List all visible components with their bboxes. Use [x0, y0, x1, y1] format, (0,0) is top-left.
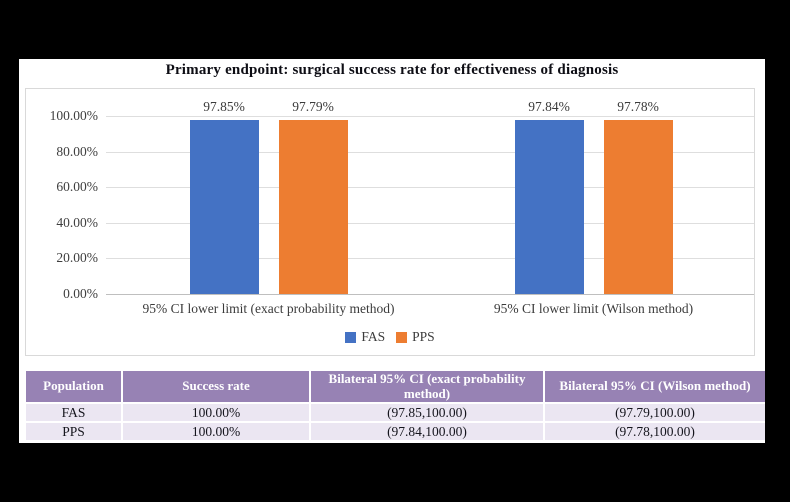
table-cell: PPS	[26, 423, 121, 441]
table-header-cell: Bilateral 95% CI (Wilson method)	[545, 371, 765, 403]
table-cell: (97.78,100.00)	[545, 423, 765, 441]
gridline	[106, 116, 754, 117]
chart-title: Primary endpoint: surgical success rate …	[165, 62, 619, 78]
y-axis-tick-label: 20.00%	[56, 250, 98, 266]
gridline	[106, 258, 754, 260]
results-table: Population Success rate Bilateral 95% CI (…	[26, 371, 765, 441]
bar-data-label: 97.79%	[292, 98, 334, 114]
table-cell: (97.79,100.00)	[545, 404, 765, 422]
table-cell: FAS	[26, 404, 121, 422]
y-axis-tick-label: 0.00%	[63, 286, 98, 301]
bar-chart: 100.00% 80.00% 60.00% 40.00% 20.00% 0.00% 97.8…	[25, 88, 755, 356]
x-axis-line	[106, 294, 754, 295]
table-cell: (97.85,100.00)	[311, 404, 543, 422]
gridline	[106, 187, 754, 189]
fas-legend-swatch	[345, 331, 357, 343]
table-cell: 100.00%	[123, 404, 309, 422]
bar-pps-1	[603, 119, 673, 294]
legend-label: PPS	[412, 329, 435, 344]
category-label: 95% CI lower limit (Wilson method)	[493, 301, 694, 316]
y-axis-tick-label: 40.00%	[56, 214, 98, 230]
table-header-cell: Success rate	[123, 371, 309, 403]
y-axis-tick-label: 60.00%	[56, 179, 98, 195]
bar-fas-1	[514, 119, 584, 294]
gridline	[106, 222, 754, 224]
bar-pps-0	[278, 119, 348, 294]
bar-data-label: 97.85%	[203, 98, 245, 114]
bar-fas-0	[189, 119, 259, 294]
y-axis-tick-label: 100.00%	[49, 108, 98, 123]
bar-data-label: 97.78%	[617, 98, 659, 114]
category-label: 95% CI lower limit (exact probability me…	[142, 301, 395, 316]
legend-label: FAS	[361, 329, 386, 344]
bar-data-label: 97.84%	[528, 98, 570, 114]
pps-legend-swatch	[396, 331, 408, 343]
table-header-cell: Bilateral 95% CI (exact probability meth…	[311, 371, 543, 403]
table-cell: (97.84,100.00)	[311, 423, 543, 441]
legend-item-pps: PPS	[396, 329, 435, 345]
figure-canvas: Primary endpoint: surgical success rate …	[19, 59, 765, 443]
table-cell: 100.00%	[123, 423, 309, 441]
y-axis-tick-label: 80.00%	[56, 143, 98, 159]
legend-item-fas: FAS	[345, 329, 385, 345]
chart-legend: FAS PPS	[26, 329, 754, 345]
gridline	[106, 151, 754, 153]
table-header-cell: Population	[26, 371, 121, 403]
